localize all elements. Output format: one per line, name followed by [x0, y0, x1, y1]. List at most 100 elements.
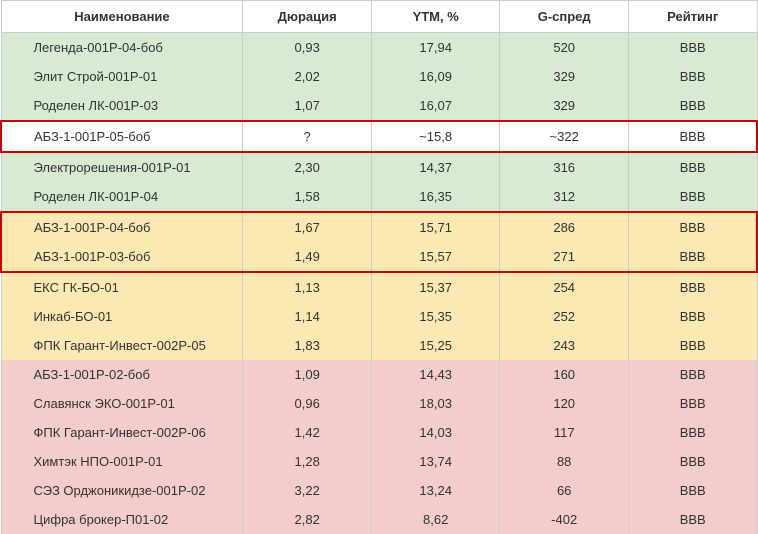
cell-ytm: 14,37: [371, 152, 500, 182]
table-row: АБЗ-1-001Р-02-боб1,0914,43160BBB: [1, 360, 757, 389]
table-row: Элит Строй-001Р-012,0216,09329BBB: [1, 62, 757, 91]
cell-duration: 3,22: [243, 476, 372, 505]
cell-duration: ?: [243, 121, 372, 152]
cell-ytm: ~15,8: [371, 121, 500, 152]
cell-duration: 1,58: [243, 182, 372, 212]
cell-rating: BBB: [628, 182, 757, 212]
table-row: Славянск ЭКО-001Р-010,9618,03120BBB: [1, 389, 757, 418]
col-header-rating: Рейтинг: [628, 1, 757, 33]
cell-rating: BBB: [628, 242, 757, 272]
cell-ytm: 8,62: [371, 505, 500, 534]
cell-gspread: 520: [500, 33, 629, 63]
cell-gspread: 329: [500, 91, 629, 121]
cell-name: СЭЗ Орджоникидзе-001Р-02: [1, 476, 243, 505]
cell-name: Инкаб-БО-01: [1, 302, 243, 331]
table-row: АБЗ-1-001Р-05-боб?~15,8~322BBB: [1, 121, 757, 152]
cell-duration: 2,82: [243, 505, 372, 534]
cell-duration: 2,02: [243, 62, 372, 91]
table-row: ФПК Гарант-Инвест-002Р-061,4214,03117BBB: [1, 418, 757, 447]
table-row: Цифра брокер-П01-022,828,62-402BBB: [1, 505, 757, 534]
cell-ytm: 14,03: [371, 418, 500, 447]
col-header-duration: Дюрация: [243, 1, 372, 33]
cell-ytm: 15,57: [371, 242, 500, 272]
cell-rating: BBB: [628, 505, 757, 534]
col-header-ytm: YTM, %: [371, 1, 500, 33]
cell-ytm: 13,24: [371, 476, 500, 505]
col-header-gspread: G-спред: [500, 1, 629, 33]
cell-ytm: 14,43: [371, 360, 500, 389]
cell-ytm: 15,25: [371, 331, 500, 360]
cell-ytm: 15,35: [371, 302, 500, 331]
cell-duration: 1,14: [243, 302, 372, 331]
cell-duration: 1,49: [243, 242, 372, 272]
bonds-table: Наименование Дюрация YTM, % G-спред Рейт…: [0, 0, 758, 534]
table-row: Инкаб-БО-011,1415,35252BBB: [1, 302, 757, 331]
cell-duration: 1,13: [243, 272, 372, 302]
table-row: Роделен ЛК-001Р-041,5816,35312BBB: [1, 182, 757, 212]
cell-ytm: 18,03: [371, 389, 500, 418]
table-row: СЭЗ Орджоникидзе-001Р-023,2213,2466BBB: [1, 476, 757, 505]
cell-gspread: 329: [500, 62, 629, 91]
cell-rating: BBB: [628, 331, 757, 360]
cell-rating: BBB: [628, 418, 757, 447]
cell-ytm: 16,09: [371, 62, 500, 91]
cell-gspread: 243: [500, 331, 629, 360]
cell-rating: BBB: [628, 33, 757, 63]
cell-rating: BBB: [628, 476, 757, 505]
cell-gspread: 117: [500, 418, 629, 447]
cell-rating: BBB: [628, 152, 757, 182]
cell-name: АБЗ-1-001Р-02-боб: [1, 360, 243, 389]
cell-name: АБЗ-1-001Р-03-боб: [1, 242, 243, 272]
cell-duration: 1,28: [243, 447, 372, 476]
cell-name: ЕКС ГК-БО-01: [1, 272, 243, 302]
cell-gspread: 254: [500, 272, 629, 302]
cell-name: Славянск ЭКО-001Р-01: [1, 389, 243, 418]
cell-ytm: 13,74: [371, 447, 500, 476]
cell-name: Роделен ЛК-001Р-03: [1, 91, 243, 121]
cell-duration: 1,09: [243, 360, 372, 389]
cell-ytm: 16,35: [371, 182, 500, 212]
cell-name: АБЗ-1-001Р-04-боб: [1, 212, 243, 242]
cell-gspread: 120: [500, 389, 629, 418]
header-row: Наименование Дюрация YTM, % G-спред Рейт…: [1, 1, 757, 33]
cell-gspread: 316: [500, 152, 629, 182]
table-row: АБЗ-1-001Р-03-боб1,4915,57271BBB: [1, 242, 757, 272]
cell-name: Легенда-001Р-04-боб: [1, 33, 243, 63]
cell-rating: BBB: [628, 447, 757, 476]
cell-rating: BBB: [628, 62, 757, 91]
cell-name: Электрорешения-001Р-01: [1, 152, 243, 182]
cell-rating: BBB: [628, 302, 757, 331]
table-row: Электрорешения-001Р-012,3014,37316BBB: [1, 152, 757, 182]
cell-gspread: ~322: [500, 121, 629, 152]
table-row: ФПК Гарант-Инвест-002Р-051,8315,25243BBB: [1, 331, 757, 360]
table-row: Химтэк НПО-001Р-011,2813,7488BBB: [1, 447, 757, 476]
cell-duration: 1,07: [243, 91, 372, 121]
cell-gspread: 88: [500, 447, 629, 476]
cell-rating: BBB: [628, 91, 757, 121]
cell-name: Роделен ЛК-001Р-04: [1, 182, 243, 212]
cell-ytm: 17,94: [371, 33, 500, 63]
table-row: АБЗ-1-001Р-04-боб1,6715,71286BBB: [1, 212, 757, 242]
table-row: Легенда-001Р-04-боб0,9317,94520BBB: [1, 33, 757, 63]
table-body: Легенда-001Р-04-боб0,9317,94520BBBЭлит С…: [1, 33, 757, 534]
cell-name: Элит Строй-001Р-01: [1, 62, 243, 91]
cell-duration: 1,83: [243, 331, 372, 360]
cell-rating: BBB: [628, 272, 757, 302]
cell-gspread: 66: [500, 476, 629, 505]
cell-duration: 2,30: [243, 152, 372, 182]
cell-name: Химтэк НПО-001Р-01: [1, 447, 243, 476]
cell-rating: BBB: [628, 121, 757, 152]
cell-name: АБЗ-1-001Р-05-боб: [1, 121, 243, 152]
cell-ytm: 16,07: [371, 91, 500, 121]
cell-rating: BBB: [628, 389, 757, 418]
cell-gspread: 252: [500, 302, 629, 331]
cell-gspread: 312: [500, 182, 629, 212]
cell-gspread: 271: [500, 242, 629, 272]
cell-rating: BBB: [628, 360, 757, 389]
col-header-name: Наименование: [1, 1, 243, 33]
cell-ytm: 15,37: [371, 272, 500, 302]
cell-gspread: 286: [500, 212, 629, 242]
cell-duration: 1,67: [243, 212, 372, 242]
cell-gspread: -402: [500, 505, 629, 534]
cell-duration: 0,93: [243, 33, 372, 63]
